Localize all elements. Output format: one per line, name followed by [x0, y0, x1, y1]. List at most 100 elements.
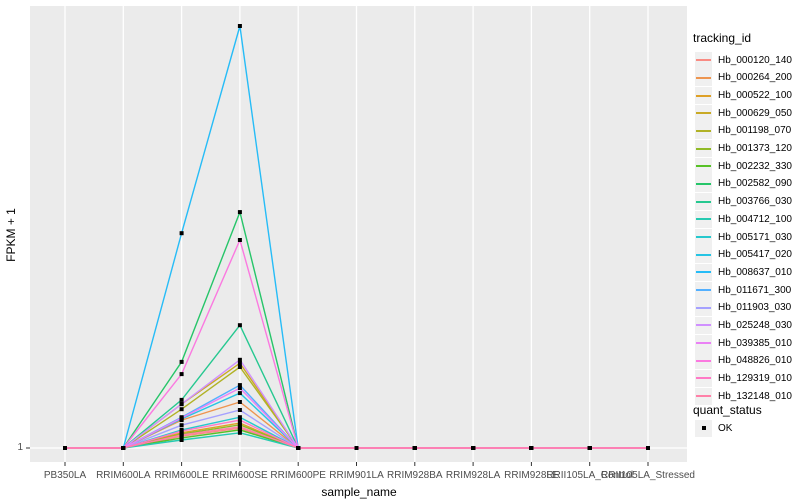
- legend-item-Hb_005171_030: Hb_005171_030: [695, 228, 792, 246]
- legend-key-line-icon: [696, 253, 711, 256]
- legend-key-box: [695, 369, 712, 387]
- legend-item-Hb_004712_100: Hb_004712_100: [695, 210, 792, 228]
- y-tick-label: 1: [17, 442, 23, 453]
- legend-item-Hb_011671_300: Hb_011671_300: [695, 281, 791, 299]
- legend-key-box: [695, 193, 712, 211]
- x-tick-label-RRII105LA_Control: RRII105LA_Control: [546, 470, 634, 481]
- data-point: [471, 446, 476, 450]
- data-point: [237, 408, 242, 412]
- legend-item-label: Hb_025248_030: [718, 319, 792, 331]
- data-point: [296, 446, 301, 450]
- legend-key-box: [695, 281, 712, 299]
- legend-key-box: [695, 140, 712, 158]
- legend-key-line-icon: [696, 324, 711, 327]
- legend-item-label: Hb_000264_200: [718, 72, 792, 84]
- legend-key-line-icon: [696, 342, 711, 345]
- legend-key-line-icon: [696, 59, 711, 62]
- legend-item-Hb_002232_330: Hb_002232_330: [695, 157, 792, 175]
- legend-item-label: Hb_011903_030: [718, 302, 792, 314]
- legend-item-quant-ok: OK: [695, 419, 732, 437]
- legend-item-label: Hb_132148_010: [718, 390, 792, 402]
- legend-item-label: Hb_002232_330: [718, 160, 792, 172]
- legend-key-line-icon: [696, 218, 711, 221]
- legend-item-Hb_129319_010: Hb_129319_010: [695, 369, 792, 387]
- legend-item-label: Hb_000629_050: [718, 107, 792, 119]
- legend-item-Hb_001373_120: Hb_001373_120: [695, 140, 792, 158]
- legend-item-label: Hb_000120_140: [718, 54, 792, 66]
- legend-item-Hb_025248_030: Hb_025248_030: [695, 316, 792, 334]
- legend-key-box: [695, 157, 712, 175]
- data-point: [179, 438, 184, 442]
- legend-key-box: [695, 316, 712, 334]
- x-tick-label-RRIM901LA: RRIM901LA: [329, 470, 384, 481]
- legend-key-line-icon: [696, 94, 711, 97]
- x-tick-label-RRIM600LA: RRIM600LA: [96, 470, 151, 481]
- legend-item-label: Hb_000522_100: [718, 90, 792, 102]
- legend-item-Hb_000264_200: Hb_000264_200: [695, 69, 792, 87]
- legend-item-Hb_000522_100: Hb_000522_100: [695, 87, 792, 105]
- legend-key-box: [695, 246, 712, 264]
- legend-key-box: [695, 87, 712, 105]
- legend-item-label: Hb_008637_010: [718, 266, 792, 278]
- legend-item-label: Hb_002582_090: [718, 178, 792, 190]
- x-axis-title: sample_name: [321, 485, 397, 499]
- data-point: [237, 427, 242, 432]
- data-point: [587, 446, 592, 450]
- legend-key-line-icon: [696, 236, 711, 238]
- legend-key-line-icon: [696, 165, 711, 168]
- legend-key-line-icon: [696, 395, 711, 398]
- data-point: [179, 407, 184, 412]
- legend-item-label: Hb_011671_300: [718, 284, 792, 296]
- legend-item-Hb_011903_030: Hb_011903_030: [695, 299, 791, 317]
- legend-title-quant-status: quant_status: [693, 403, 762, 417]
- data-point: [237, 238, 242, 242]
- legend-key-line-icon: [696, 129, 711, 132]
- legend-key-line-icon: [696, 377, 711, 380]
- legend-key-box: [695, 334, 712, 352]
- data-point: [179, 423, 184, 428]
- data-point: [237, 357, 242, 362]
- legend-key-box: [695, 419, 712, 437]
- x-tick-label-RRIM928BA: RRIM928BA: [387, 470, 443, 481]
- legend-item-Hb_000120_140: Hb_000120_140: [695, 51, 792, 69]
- y-axis-title: FPKM + 1: [4, 208, 18, 262]
- legend-key-box: [695, 210, 712, 228]
- data-point: [179, 231, 184, 236]
- data-point: [412, 446, 417, 450]
- data-point: [179, 359, 184, 364]
- x-tick-label-PB350LA: PB350LA: [43, 470, 87, 481]
- data-point: [237, 361, 242, 366]
- legend-item-Hb_002582_090: Hb_002582_090: [695, 175, 792, 193]
- data-point: [237, 210, 242, 215]
- legend-item-Hb_005417_020: Hb_005417_020: [695, 246, 792, 264]
- data-point: [237, 24, 242, 28]
- legend-item-label: Hb_004712_100: [718, 213, 792, 225]
- legend-item-label: Hb_005417_020: [718, 249, 792, 261]
- legend-key-line-icon: [696, 271, 711, 274]
- panel-background: [30, 6, 687, 462]
- data-point: [237, 391, 242, 396]
- data-point: [121, 446, 126, 450]
- data-point: [237, 430, 242, 435]
- legend-key-line-icon: [696, 306, 711, 309]
- x-tick-label-RRIM600SE: RRIM600SE: [212, 470, 268, 481]
- data-point: [179, 372, 184, 377]
- legend-item-label: Hb_001373_120: [718, 143, 792, 155]
- data-point: [237, 323, 242, 328]
- data-point: [237, 383, 242, 388]
- legend-item-label: Hb_005171_030: [718, 231, 792, 243]
- legend-key-box: [695, 175, 712, 193]
- legend-key-box: [695, 51, 712, 69]
- legend-item-Hb_001198_070: Hb_001198_070: [695, 122, 791, 140]
- data-point: [237, 386, 242, 391]
- legend-key-box: [695, 263, 712, 281]
- data-point: [179, 402, 184, 407]
- legend-key-line-icon: [696, 76, 711, 79]
- legend-item-Hb_008637_010: Hb_008637_010: [695, 263, 792, 281]
- data-point: [237, 400, 242, 404]
- x-tick-label-RRIM928LE: RRIM928LE: [504, 470, 559, 481]
- legend-key-box: [695, 69, 712, 87]
- legend-key-line-icon: [696, 359, 711, 362]
